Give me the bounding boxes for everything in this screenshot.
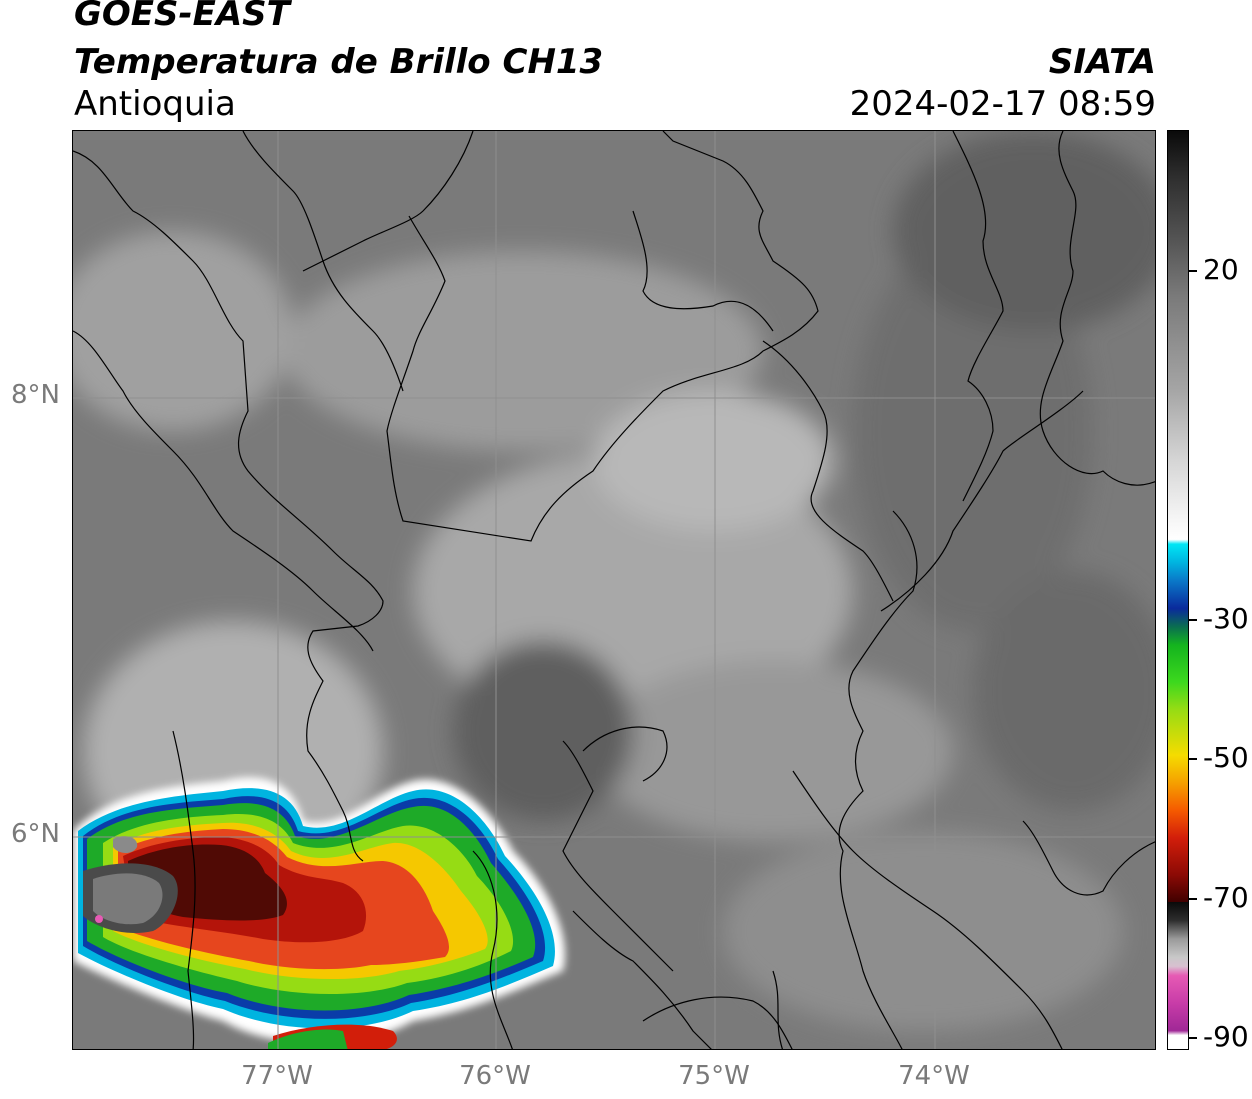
colorbar-label: 20 (1203, 253, 1239, 286)
cloud-texture (73, 131, 1155, 1031)
colorbar-tick (1189, 758, 1197, 760)
lon-label-75w: 75°W (678, 1061, 750, 1091)
graticule (73, 131, 1155, 1049)
lon-label-76w: 76°W (459, 1061, 531, 1091)
region-subtitle: Antioquia (74, 84, 236, 124)
convective-storm (73, 777, 565, 1049)
colorbar-label: -30 (1203, 602, 1249, 635)
lon-label-77w: 77°W (241, 1061, 313, 1091)
lon-label-74w: 74°W (898, 1061, 970, 1091)
colorbar-label: -90 (1203, 1020, 1249, 1053)
lat-label-8n: 8°N (11, 380, 60, 410)
colorbar-label: -50 (1203, 741, 1249, 774)
colorbar-tick (1189, 898, 1197, 900)
satellite-map (72, 130, 1156, 1050)
agency-title: SIATA (1048, 42, 1156, 82)
product-title: Temperatura de Brillo CH13 (74, 42, 604, 82)
colorbar-label: -70 (1203, 881, 1249, 914)
satellite-title: GOES-EAST (74, 0, 290, 34)
colorbar (1167, 130, 1189, 1050)
colorbar-tick (1189, 1037, 1197, 1039)
colorbar-tick (1189, 270, 1197, 272)
colorbar-tick (1189, 619, 1197, 621)
lat-label-6n: 6°N (11, 819, 60, 849)
timestamp: 2024-02-17 08:59 (849, 84, 1156, 124)
boundaries (73, 131, 1155, 1049)
